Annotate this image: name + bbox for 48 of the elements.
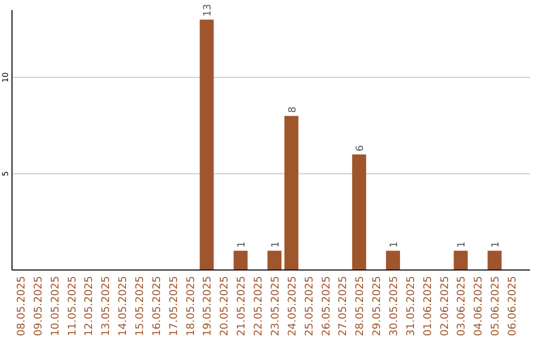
x-tick-label: 27.05.2025	[337, 276, 350, 336]
bar	[200, 20, 214, 270]
x-tick-label: 08.05.2025	[15, 276, 28, 336]
bar	[284, 116, 298, 270]
x-tick-label: 11.05.2025	[66, 276, 78, 336]
bar	[488, 250, 502, 270]
x-tick-label: 30.05.2025	[388, 276, 400, 336]
data-label: 13	[202, 4, 214, 17]
data-label: 1	[236, 241, 248, 248]
x-tick-label: 12.05.2025	[83, 276, 96, 336]
x-tick-label: 24.05.2025	[286, 276, 298, 336]
data-label: 1	[456, 241, 468, 248]
y-tick-label: 10	[1, 72, 10, 82]
x-tick-label: 28.05.2025	[354, 276, 366, 336]
bar	[267, 250, 282, 270]
data-label: 1	[490, 241, 502, 248]
bar	[234, 250, 248, 270]
x-tick-label: 04.06.2025	[472, 276, 485, 336]
x-tick-label: 31.05.2025	[404, 276, 417, 336]
data-label: 6	[355, 145, 366, 152]
bar	[454, 250, 468, 270]
x-tick-label: 19.05.2025	[202, 276, 214, 336]
x-tick-label: 16.05.2025	[150, 276, 163, 336]
x-tick-label: 15.05.2025	[134, 276, 146, 336]
x-tick-label: 18.05.2025	[184, 276, 197, 336]
x-tick-label: 09.05.2025	[32, 276, 44, 336]
x-tick-label: 20.05.2025	[218, 276, 231, 336]
x-tick-label: 02.06.2025	[438, 276, 451, 336]
x-tick-label: 21.05.2025	[236, 276, 248, 336]
x-tick-label: 17.05.2025	[168, 276, 180, 336]
data-label: 8	[287, 106, 298, 113]
x-tick-label: 03.06.2025	[456, 276, 468, 336]
x-tick-label: 22.05.2025	[252, 276, 265, 336]
x-tick-label: 14.05.2025	[117, 276, 130, 336]
x-tick-label: 06.06.2025	[506, 276, 519, 336]
bar	[386, 250, 400, 270]
x-tick-label: 29.05.2025	[371, 276, 384, 336]
x-tick-label: 01.06.2025	[422, 276, 434, 336]
x-tick-label: 05.06.2025	[490, 276, 502, 336]
x-tick-label: 26.05.2025	[320, 276, 332, 336]
x-tick-label: 25.05.2025	[303, 276, 316, 336]
x-tick-label: 23.05.2025	[269, 276, 282, 336]
data-label: 1	[270, 241, 282, 248]
y-tick-label: 5	[1, 171, 10, 176]
x-tick-label: 13.05.2025	[100, 276, 112, 336]
x-tick-label: 10.05.2025	[49, 276, 62, 336]
data-label: 1	[389, 241, 400, 248]
bar	[352, 154, 366, 270]
